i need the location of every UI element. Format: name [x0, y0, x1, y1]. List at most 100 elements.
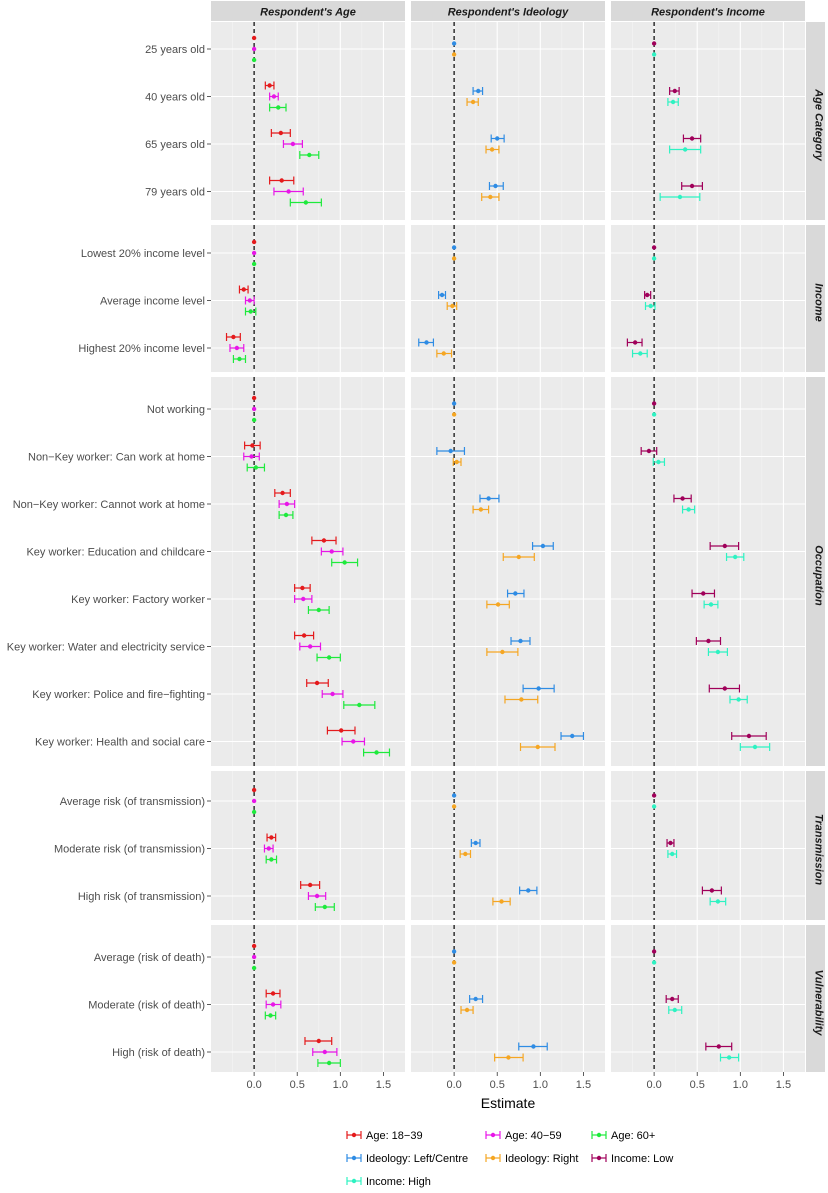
panel-background	[611, 225, 805, 372]
point-estimate	[645, 292, 650, 298]
point-estimate	[249, 454, 254, 459]
point-estimate	[251, 46, 257, 52]
estimate-ideology-right	[494, 1053, 524, 1062]
point-estimate	[651, 245, 657, 250]
point-estimate	[716, 1044, 721, 1049]
legend-key-point	[351, 1178, 357, 1184]
estimate-age-40-59	[265, 1000, 282, 1009]
estimate-age-40-59	[251, 406, 257, 412]
estimate-income-low	[695, 637, 722, 645]
estimate-income-high	[703, 600, 719, 609]
estimate-age-18-39	[300, 881, 321, 889]
y-tick-label: Non−Key worker: Can work at home	[28, 452, 205, 464]
y-tick-label: High (risk of death)	[112, 1047, 205, 1059]
estimate-ideology-right	[519, 743, 556, 751]
point-estimate	[540, 543, 546, 549]
point-estimate	[506, 1055, 511, 1060]
y-tick-label: High risk (of transmission)	[78, 891, 205, 903]
point-estimate	[715, 899, 721, 904]
point-estimate	[251, 798, 257, 804]
estimate-ideology-right	[504, 695, 539, 704]
point-estimate	[651, 256, 657, 261]
point-estimate	[470, 99, 476, 105]
point-estimate	[651, 960, 657, 965]
point-estimate	[672, 88, 678, 94]
point-estimate	[726, 1055, 732, 1060]
estimate-ideology-left-centre	[451, 245, 457, 250]
estimate-ideology-left-centre	[518, 1042, 548, 1051]
estimate-age-40-59	[341, 737, 366, 746]
estimate-income-low	[681, 182, 703, 190]
panel-income-respondent-s-age	[211, 225, 405, 372]
point-estimate	[269, 835, 274, 840]
point-estimate	[677, 194, 683, 200]
point-estimate	[247, 298, 252, 303]
point-estimate	[307, 644, 313, 649]
point-estimate	[451, 401, 457, 406]
legend-item-income-high: Income: High	[346, 1176, 431, 1188]
point-estimate	[493, 183, 498, 189]
estimate-income-low	[651, 401, 657, 406]
estimate-income-high	[681, 505, 696, 514]
point-estimate	[251, 809, 257, 815]
panel-transmission-respondent-s-income	[611, 771, 805, 920]
point-estimate	[448, 448, 453, 454]
point-estimate	[316, 607, 321, 613]
estimate-age-40-59	[251, 954, 257, 960]
point-estimate	[251, 787, 257, 793]
estimate-ideology-left-centre	[490, 134, 505, 143]
column-strip-respondent-s-age	[211, 1, 405, 21]
estimate-income-high	[709, 897, 727, 906]
panel-background	[411, 22, 605, 220]
legend-item-age-40-59: Age: 40−59	[485, 1130, 562, 1142]
estimate-age-60	[246, 463, 266, 472]
estimate-age-40-59	[321, 690, 344, 698]
panel-background	[611, 925, 805, 1072]
point-estimate	[489, 147, 495, 152]
estimate-age-40-59	[269, 92, 279, 101]
point-estimate	[283, 512, 289, 518]
point-estimate	[234, 345, 240, 351]
point-estimate	[736, 697, 741, 702]
row-strip-label: Age Category	[813, 88, 825, 161]
panel-background	[611, 22, 805, 220]
point-estimate	[231, 334, 236, 340]
point-estimate	[648, 303, 653, 309]
x-tick-label: 0.5	[290, 1079, 305, 1091]
panel-income-respondent-s-ideology	[411, 225, 605, 372]
estimate-income-low	[651, 793, 657, 798]
point-estimate	[451, 41, 457, 46]
point-estimate	[451, 245, 457, 250]
estimate-ideology-right	[451, 804, 457, 809]
y-tick-label: Average (risk of death)	[94, 952, 205, 964]
y-tick-label: 25 years old	[145, 44, 205, 56]
estimate-age-18-39	[265, 989, 281, 998]
x-tick-label: 1.0	[733, 1079, 748, 1091]
point-estimate	[651, 804, 657, 809]
row-strip-occupation	[806, 377, 825, 766]
estimate-income-low	[701, 886, 722, 895]
estimate-age-18-39	[294, 631, 315, 640]
panel-transmission-respondent-s-ideology	[411, 771, 605, 920]
estimate-ideology-right	[502, 553, 535, 561]
point-estimate	[450, 303, 455, 309]
panel-occupation-respondent-s-age	[211, 377, 405, 766]
point-estimate	[454, 459, 459, 465]
estimate-age-18-39	[326, 726, 356, 735]
estimate-ideology-left-centre	[451, 793, 457, 798]
y-tick-label: Average risk (of transmission)	[60, 796, 205, 808]
estimate-income-low	[651, 949, 657, 954]
legend-label: Income: Low	[611, 1153, 673, 1165]
point-estimate	[518, 638, 523, 644]
point-estimate	[307, 882, 313, 888]
point-estimate	[329, 549, 334, 554]
estimate-age-60	[289, 198, 322, 207]
point-estimate	[251, 406, 257, 412]
point-estimate	[672, 1007, 678, 1013]
panel-background	[611, 377, 805, 766]
estimate-age-60	[316, 653, 341, 662]
panel-vulnerability-respondent-s-age	[211, 925, 405, 1072]
estimate-ideology-right	[459, 850, 472, 858]
point-estimate	[651, 949, 657, 954]
